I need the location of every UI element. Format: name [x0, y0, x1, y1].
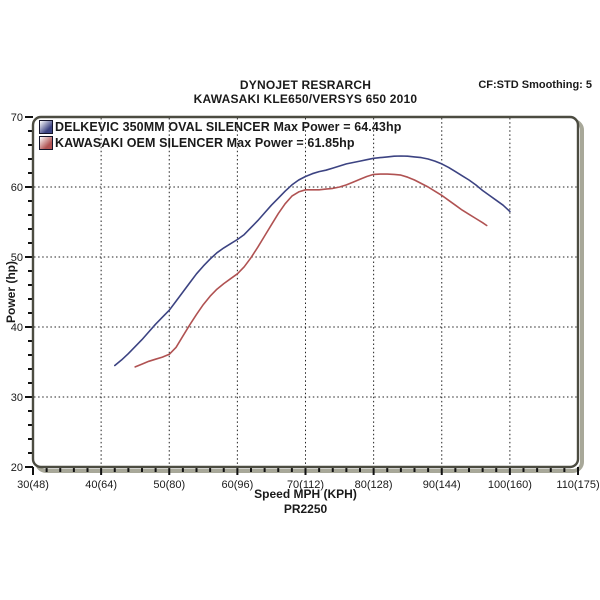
legend-item-oem: KAWASAKI OEM SILENCER Max Power = 61.85h… [39, 135, 401, 151]
svg-text:100(160): 100(160) [488, 479, 532, 491]
svg-text:90(144): 90(144) [423, 479, 461, 491]
legend-label-delkevic: DELKEVIC 350MM OVAL SILENCER Max Power =… [55, 120, 402, 134]
x-axis-title: Speed MPH (KPH) [254, 487, 357, 501]
report-title: DYNOJET RESRARCH [239, 78, 372, 92]
legend-swatch-blue [39, 120, 53, 134]
svg-text:70(112): 70(112) [287, 479, 324, 491]
svg-text:80(128): 80(128) [355, 479, 393, 491]
svg-text:70: 70 [11, 112, 23, 124]
svg-text:60(96): 60(96) [221, 479, 253, 491]
svg-text:40: 40 [11, 322, 23, 334]
chart-legend: DELKEVIC 350MM OVAL SILENCER Max Power =… [39, 119, 401, 151]
legend-swatch-red [39, 136, 53, 150]
svg-text:110(175): 110(175) [556, 479, 599, 491]
y-axis-title: Power (hp) [4, 261, 18, 323]
svg-text:40(64): 40(64) [85, 479, 117, 491]
vehicle-title: KAWASAKI KLE650/VERSYS 650 2010 [193, 92, 418, 106]
legend-item-delkevic: DELKEVIC 350MM OVAL SILENCER Max Power =… [39, 119, 401, 135]
legend-label-oem: KAWASAKI OEM SILENCER Max Power = 61.85h… [55, 136, 355, 150]
svg-text:20: 20 [11, 462, 23, 474]
svg-text:30: 30 [11, 392, 23, 404]
smoothing-note: CF:STD Smoothing: 5 [478, 79, 592, 91]
svg-text:60: 60 [11, 182, 23, 194]
svg-text:50(80): 50(80) [153, 479, 185, 491]
chart-title-block: DYNOJET RESRARCH KAWASAKI KLE650/VERSYS … [33, 78, 578, 106]
svg-text:50: 50 [11, 252, 23, 264]
svg-text:30(48): 30(48) [17, 479, 49, 491]
run-code: PR2250 [283, 502, 328, 516]
